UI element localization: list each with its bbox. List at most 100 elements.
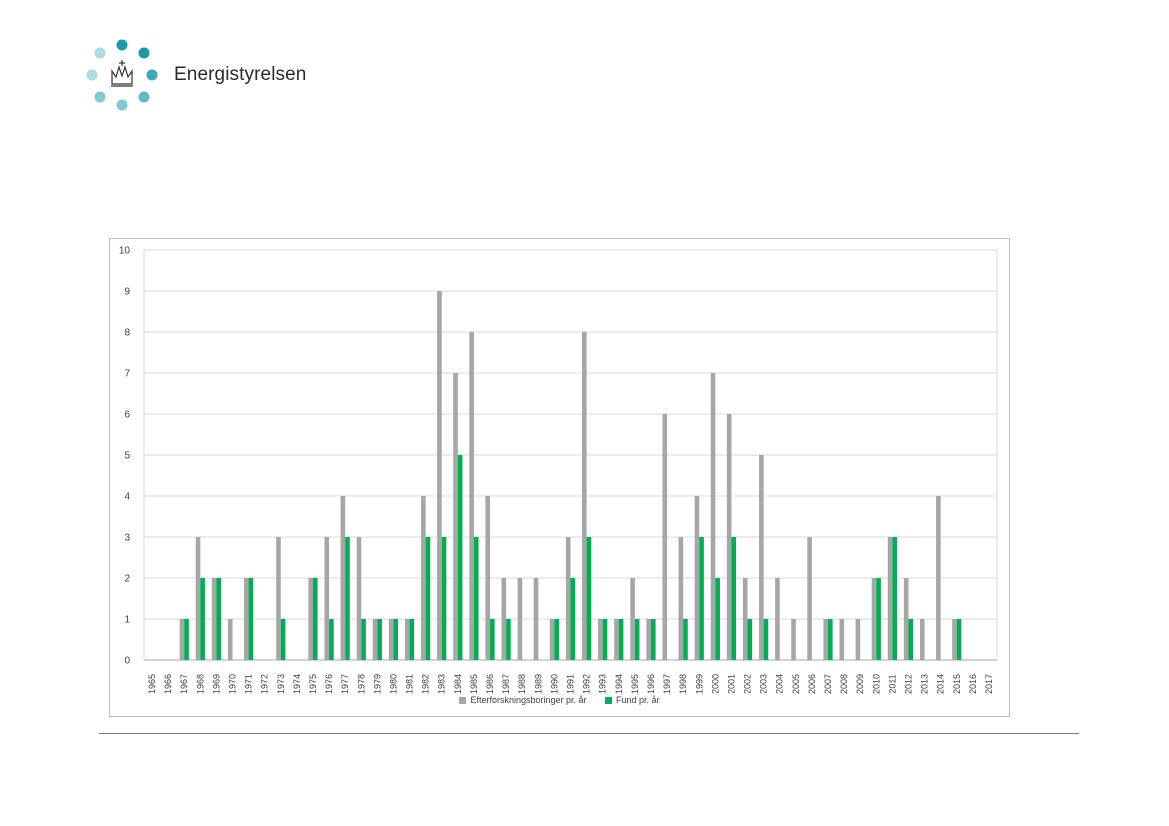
x-tick-label: 1977 (340, 674, 350, 694)
x-tick-label: 1996 (646, 674, 656, 694)
bar-efterforskning (227, 619, 233, 660)
chart-area: 0 1 2 3 4 5 6 7 8 9 10 1965 1966 1967 1968 1969 1970 1971… (109, 238, 1010, 717)
x-tick-label: 2017 (984, 674, 994, 694)
x-tick-label: 1975 (308, 674, 318, 694)
bar-fund (908, 619, 914, 660)
bar-efterforskning (485, 496, 491, 660)
x-tick-label: 1982 (421, 674, 431, 694)
bar-efterforskning (807, 537, 812, 660)
bar-efterforskning (646, 619, 651, 660)
x-tick-label: 1986 (485, 674, 495, 694)
bar-efterforskning (775, 578, 780, 660)
x-tick-label: 1995 (630, 674, 640, 694)
bar-efterforskning (517, 578, 523, 660)
x-tick-label: 1981 (405, 674, 415, 694)
y-tick-label: 0 (124, 656, 130, 667)
bar-fund (892, 537, 897, 660)
x-tick-label: 2003 (759, 674, 769, 694)
x-tick-label: 1973 (276, 674, 286, 694)
bar-efterforskning (372, 619, 378, 660)
x-tick-label: 1993 (598, 674, 608, 694)
bar-efterforskning (662, 414, 668, 660)
bar-efterforskning (952, 619, 957, 660)
bar-fund (634, 619, 640, 660)
bar-efterforskning (308, 578, 313, 660)
legend-swatch-green (605, 696, 613, 704)
y-tick-label: 7 (124, 369, 130, 380)
x-tick-label: 1987 (501, 674, 511, 694)
bar-efterforskning (501, 578, 507, 660)
bar-fund (200, 578, 205, 660)
bar-efterforskning (244, 578, 249, 660)
bar-fund (184, 619, 189, 660)
x-tick-label: 1974 (292, 674, 302, 694)
bar-fund (345, 537, 350, 660)
bar-efterforskning (598, 619, 603, 660)
x-tick-label: 1971 (244, 674, 254, 694)
bar-efterforskning (195, 537, 201, 660)
x-tick-label: 2001 (726, 674, 736, 694)
bar-efterforskning (630, 578, 635, 660)
bar-fund (377, 619, 382, 660)
bar-efterforskning (839, 619, 845, 660)
bar-fund (506, 619, 511, 660)
x-tick-label: 2002 (743, 674, 753, 694)
x-tick-label: 2014 (936, 674, 946, 694)
bar-fund (586, 537, 592, 660)
bar-fund (216, 578, 222, 660)
x-tick-label: 1999 (694, 674, 704, 694)
bar-fund (409, 619, 415, 660)
bar-efterforskning (855, 619, 861, 660)
bar-efterforskning (179, 619, 185, 660)
bar-fund (618, 619, 624, 660)
bar-efterforskning (919, 619, 925, 660)
bottom-divider (99, 733, 1079, 734)
bar-fund (441, 537, 447, 660)
bar-efterforskning (759, 455, 764, 660)
y-tick-label: 9 (124, 287, 130, 298)
bar-efterforskning (887, 537, 893, 660)
legend-item-green: Fund pr. år (605, 695, 660, 705)
bar-efterforskning (211, 578, 217, 660)
x-tick-label: 2010 (871, 674, 881, 694)
x-tick-label: 1967 (179, 674, 189, 694)
bar-fund (683, 619, 688, 660)
y-tick-label: 3 (124, 533, 130, 544)
x-tick-label: 2009 (855, 674, 865, 694)
bar-fund (554, 619, 560, 660)
y-tick-label: 2 (124, 574, 130, 585)
y-tick-label: 5 (124, 451, 130, 462)
x-tick-label: 1994 (614, 674, 624, 694)
bar-efterforskning (614, 619, 619, 660)
x-tick-label: 1972 (260, 674, 270, 694)
x-tick-label: 2000 (710, 674, 720, 694)
bar-efterforskning (453, 373, 458, 660)
x-tick-label: 1980 (388, 674, 398, 694)
bar-efterforskning (581, 332, 587, 660)
x-tick-label: 1979 (372, 674, 382, 694)
y-tick-label: 8 (124, 328, 130, 339)
x-tick-label: 1984 (453, 674, 463, 694)
bar-fund (828, 619, 833, 660)
bar-efterforskning (903, 578, 909, 660)
x-tick-label: 2008 (839, 674, 849, 694)
bar-fund (699, 537, 704, 660)
bar-fund (425, 537, 431, 660)
bar-efterforskning (437, 291, 442, 660)
bar-fund (329, 619, 334, 660)
bar-efterforskning (936, 496, 941, 660)
bar-efterforskning (565, 537, 571, 660)
x-tick-label: 1970 (228, 674, 238, 694)
bar-efterforskning (276, 537, 281, 660)
bar-fund (747, 619, 753, 660)
legend-label-green: Fund pr. år (616, 695, 660, 705)
bar-efterforskning (871, 578, 877, 660)
x-tick-label: 1965 (147, 674, 157, 694)
bar-fund (280, 619, 286, 660)
bar-fund (490, 619, 495, 660)
x-tick-label: 1997 (662, 674, 672, 694)
y-tick-label: 6 (124, 410, 130, 421)
bar-fund (715, 578, 720, 660)
x-tick-label: 2016 (968, 674, 978, 694)
x-tick-label: 1969 (211, 674, 221, 694)
